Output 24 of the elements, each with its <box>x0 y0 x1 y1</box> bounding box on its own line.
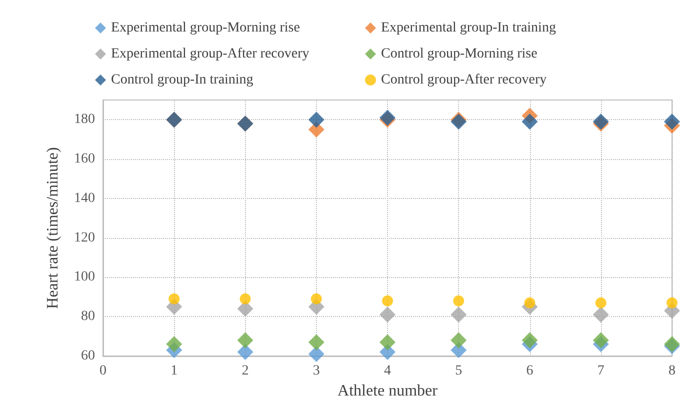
y-tick-label: 60 <box>81 348 95 364</box>
x-axis-title: Athlete number <box>338 382 438 400</box>
y-tick-label: 120 <box>74 230 95 246</box>
y-tick-label: 100 <box>74 270 95 285</box>
y-tick-label: 80 <box>81 309 95 324</box>
legend-label: Control group-In training <box>111 72 254 88</box>
legend-label: Experimental group-In training <box>381 20 556 36</box>
legend-label: Control group-Morning rise <box>381 46 538 62</box>
x-tick-label: 2 <box>242 364 249 378</box>
x-tick-label: 0 <box>100 364 106 378</box>
x-tick-label: 7 <box>597 364 604 378</box>
x-tick-label: 4 <box>384 364 391 378</box>
y-tick-label: 140 <box>74 190 95 206</box>
x-tick-label: 6 <box>526 364 534 378</box>
x-tick-label: 8 <box>668 364 676 378</box>
legend-label: Experimental group-After recovery <box>111 46 310 62</box>
x-tick-label: 3 <box>312 364 320 378</box>
legend-label: Experimental group-Morning rise <box>111 20 300 36</box>
legend-label: Control group-After recovery <box>381 72 547 88</box>
x-tick-label: 1 <box>170 364 178 378</box>
x-tick-label: 5 <box>455 364 462 378</box>
y-tick-label: 180 <box>74 112 95 128</box>
y-tick-label: 160 <box>74 152 95 167</box>
y-axis-title: Heart rate (times/minute) <box>44 147 62 309</box>
